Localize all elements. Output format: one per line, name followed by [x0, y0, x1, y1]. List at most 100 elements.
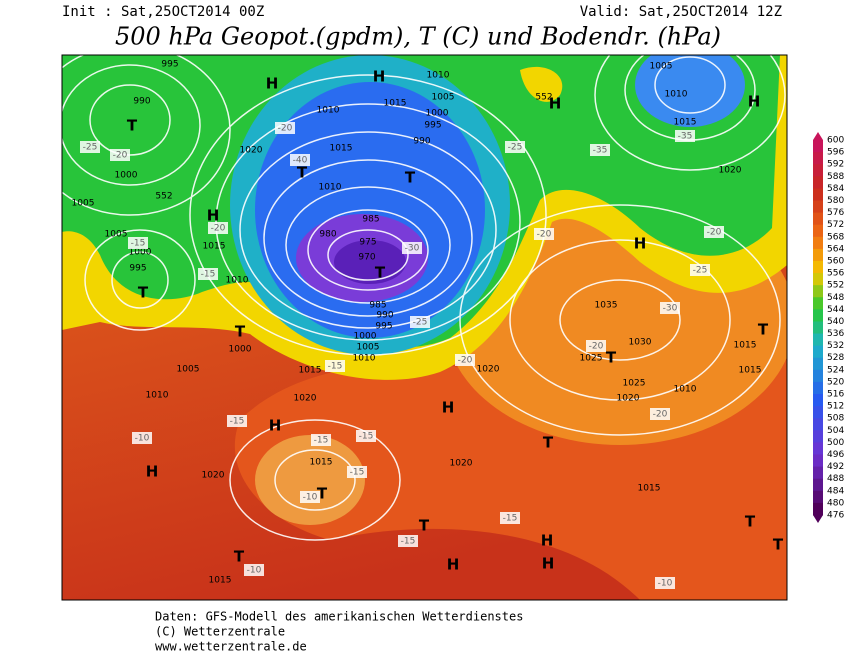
temperature-label-box	[128, 237, 148, 249]
isobar-label: 1025	[580, 354, 603, 364]
pressure-center: T	[606, 349, 617, 367]
temperature-label: -20	[589, 342, 604, 352]
temperature-label: -40	[293, 156, 308, 166]
isobar-label: 990	[413, 137, 430, 147]
isobar-label: 1015	[674, 118, 697, 128]
pressure-center: H	[266, 75, 279, 93]
isobar	[559, 279, 681, 361]
temperature-label-box	[300, 491, 320, 503]
isobar-label: 552	[155, 192, 172, 202]
temperature-label-box	[586, 340, 606, 352]
isobar	[263, 159, 473, 317]
temperature-label-box	[132, 432, 152, 444]
colorbar-label: 524	[827, 365, 844, 375]
colorbar-label: 576	[827, 208, 844, 218]
colorbar-label: 488	[827, 474, 844, 484]
isobar-label: 1010	[353, 354, 376, 364]
pressure-center: T	[235, 323, 246, 341]
isobar-label: 1000	[426, 109, 449, 119]
temperature-label: -25	[508, 143, 523, 153]
colorbar-label: 596	[827, 148, 844, 158]
temperature-label-box	[590, 144, 610, 156]
temperature-label: -15	[314, 436, 329, 446]
footer-url: www.wetterzentrale.de	[155, 640, 307, 654]
temperature-label-box	[505, 141, 525, 153]
pressure-center: H	[442, 399, 455, 417]
temperature-label-box	[534, 228, 554, 240]
temperature-label: -20	[113, 151, 128, 161]
temperature-label-box	[311, 434, 331, 446]
footer-source: Daten: GFS-Modell des amerikanischen Wet…	[155, 610, 523, 624]
colorbar-segment	[813, 224, 823, 238]
temperature-label-box	[275, 122, 295, 134]
isobar-label: 1015	[734, 341, 757, 351]
isobar-label: 1020	[617, 394, 640, 404]
field-greenland	[520, 66, 563, 102]
colorbar-label: 580	[827, 196, 844, 206]
colorbar-label: 532	[827, 341, 844, 351]
colorbar-label: 504	[827, 426, 844, 436]
isobar-label: 985	[362, 215, 379, 225]
isobar-label: 1010	[226, 276, 249, 286]
colorbar-segment	[813, 140, 823, 153]
footer-copyright: (C) Wetterzentrale	[155, 625, 285, 639]
isobar	[654, 56, 726, 114]
colorbar-segment	[813, 502, 823, 516]
pressure-center: H	[373, 68, 386, 86]
isobar-label: 1020	[240, 146, 263, 156]
isobar	[189, 74, 547, 356]
isobar	[229, 419, 401, 541]
temperature-label-box	[325, 360, 345, 372]
isobar-label: 1005	[177, 365, 200, 375]
temperature-label: -15	[350, 468, 365, 478]
pressure-center: T	[297, 164, 308, 182]
colorbar-label: 568	[827, 232, 844, 242]
colorbar-segment	[813, 345, 823, 359]
isobar-label: 1015	[330, 144, 353, 154]
isobar	[509, 239, 731, 401]
colorbar-label: 520	[827, 377, 844, 387]
colorbar-segment	[813, 260, 823, 274]
colorbar-segment	[813, 152, 823, 165]
colorbar-cap-bottom	[813, 515, 823, 523]
pressure-center: T	[405, 169, 416, 187]
temperature-label-box	[410, 316, 430, 328]
isobar	[285, 186, 451, 304]
pressure-center: H	[549, 95, 562, 113]
colorbar-label: 484	[827, 486, 844, 496]
pressure-center: H	[146, 463, 159, 481]
isobar-label: 1000	[354, 332, 377, 342]
isobar	[594, 55, 786, 171]
isobar-label: 990	[133, 97, 150, 107]
colorbar-segment	[813, 333, 823, 347]
pressure-center: T	[745, 513, 756, 531]
colorbar-label: 476	[827, 511, 844, 521]
colorbar-label: 512	[827, 402, 844, 412]
temperature-label: -30	[663, 304, 678, 314]
colorbar: 600 596 592 588 584 580 576 572 568 564 560 556 552 5…	[813, 132, 844, 523]
pressure-center: H	[748, 93, 761, 111]
colorbar-segment	[813, 164, 823, 177]
colorbar-label: 544	[827, 305, 844, 315]
isobar-label: 1010	[146, 391, 169, 401]
isobar-label: 1005	[105, 230, 128, 240]
isobar-label: 1015	[638, 484, 661, 494]
colorbar-label: 572	[827, 220, 844, 230]
temperature-label: -35	[678, 132, 693, 142]
temperature-label-box	[402, 242, 422, 254]
colorbar-label: 540	[827, 317, 844, 327]
temperature-label-box	[704, 226, 724, 238]
colorbar-segment	[813, 406, 823, 419]
colorbar-label: 560	[827, 256, 844, 266]
temperature-label-box	[356, 430, 376, 442]
isobar-label: 995	[424, 121, 441, 131]
isobar-label: 1000	[229, 345, 252, 355]
colorbar-label: 528	[827, 353, 844, 363]
isobar-label: 970	[358, 253, 375, 263]
isobar	[239, 131, 497, 329]
isobar-label: 1020	[719, 166, 742, 176]
isobar-label: 1020	[202, 471, 225, 481]
temperature-label-box	[198, 268, 218, 280]
